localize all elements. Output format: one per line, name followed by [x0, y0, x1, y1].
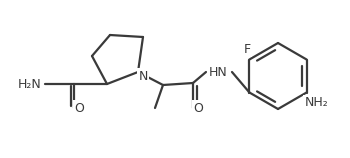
Text: O: O — [193, 101, 203, 115]
Text: NH₂: NH₂ — [305, 96, 328, 109]
Text: O: O — [74, 101, 84, 115]
Text: N: N — [138, 70, 148, 82]
Text: H₂N: H₂N — [18, 78, 42, 91]
Text: F: F — [244, 43, 251, 56]
Text: HN: HN — [209, 66, 228, 79]
